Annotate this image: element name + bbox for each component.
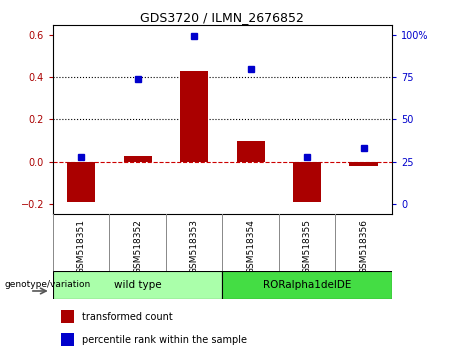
Text: GSM518354: GSM518354 <box>246 219 255 274</box>
Text: wild type: wild type <box>114 280 161 290</box>
Bar <box>349 161 378 166</box>
Title: GDS3720 / ILMN_2676852: GDS3720 / ILMN_2676852 <box>141 11 304 24</box>
Text: percentile rank within the sample: percentile rank within the sample <box>83 335 248 345</box>
Bar <box>222 271 392 299</box>
Bar <box>61 333 74 346</box>
Bar <box>67 161 95 201</box>
Bar <box>180 71 208 161</box>
Text: genotype/variation: genotype/variation <box>5 280 91 290</box>
Bar <box>124 156 152 161</box>
Text: RORalpha1delDE: RORalpha1delDE <box>263 280 351 290</box>
Text: GSM518356: GSM518356 <box>359 219 368 274</box>
Bar <box>61 310 74 323</box>
Bar <box>53 271 222 299</box>
Text: GSM518355: GSM518355 <box>302 219 312 274</box>
Text: transformed count: transformed count <box>83 312 173 322</box>
Bar <box>293 161 321 201</box>
Bar <box>236 141 265 161</box>
Text: GSM518352: GSM518352 <box>133 219 142 274</box>
Text: GSM518353: GSM518353 <box>189 219 199 274</box>
Text: GSM518351: GSM518351 <box>77 219 86 274</box>
